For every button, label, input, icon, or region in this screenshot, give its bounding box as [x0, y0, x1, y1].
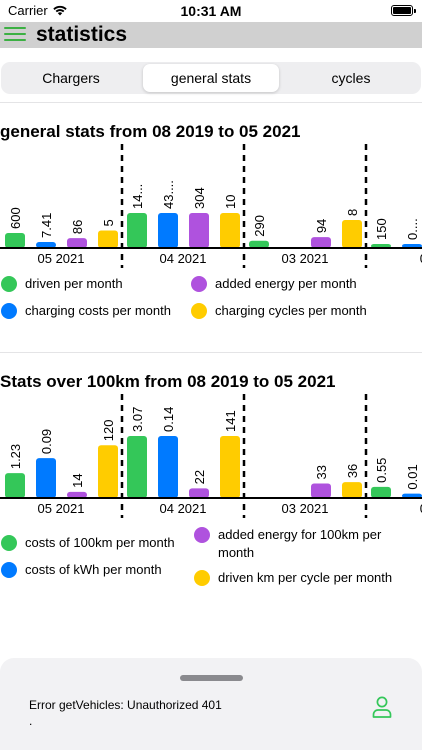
chart-bar [249, 240, 269, 248]
tab-chargers[interactable]: Chargers [3, 64, 139, 92]
tab-label: cycles [331, 70, 371, 86]
bar-value-label: 0.14 [161, 407, 176, 432]
legend-label: added energy per month [215, 276, 357, 291]
chart-bar [371, 486, 391, 498]
bar-value-label: 290 [252, 215, 267, 237]
legend-label: charging costs per month [25, 303, 171, 318]
general-stats-chart: 600 7.41 86 5 05 2021 14... 43.... 304 10 04 2021… [0, 144, 422, 270]
chart-bar [98, 445, 118, 498]
page-title: statistics [36, 23, 128, 46]
legend-label: driven km per cycle per month [218, 570, 393, 585]
stats-100km-chart: 1.23 0.09 14 120 05 2021 3.07 0.14 22 141 04 2021… [0, 394, 422, 520]
bar-value-label: 0.55 [374, 458, 389, 483]
bar-value-label: 5 [101, 219, 116, 226]
bar-value-label: 22 [192, 470, 207, 484]
chart-bar [220, 213, 240, 248]
chart-canvas: 1.23 0.09 14 120 05 2021 3.07 0.14 22 141 04 2021… [0, 394, 422, 518]
category-label: 02 [420, 251, 422, 266]
chart-bar [67, 238, 87, 248]
bar-value-label: 0.... [405, 218, 420, 240]
chart-bar [5, 233, 25, 248]
wifi-icon [53, 5, 67, 16]
chart-bar [36, 458, 56, 498]
user-icon[interactable] [372, 696, 392, 718]
tab-general-stats[interactable]: general stats [143, 64, 279, 92]
bar-value-label: 7.41 [39, 213, 54, 238]
section-title-100km-stats: Stats over 100km from 08 2019 to 05 2021 [0, 372, 336, 391]
chart-bar [127, 436, 147, 498]
section-title-general-stats: general stats from 08 2019 to 05 2021 [0, 122, 301, 141]
bar-value-label: 94 [314, 219, 329, 233]
bar-value-label: 10 [223, 195, 238, 209]
bar-value-label: 120 [101, 420, 116, 442]
bar-value-label: 14... [130, 184, 145, 209]
chart-bar [5, 473, 25, 498]
bar-value-label: 1.23 [8, 444, 23, 469]
bar-value-label: 141 [223, 410, 238, 432]
bar-value-label: 14 [70, 473, 85, 487]
legend-dot [194, 570, 210, 586]
chart-bar [98, 230, 118, 248]
bar-value-label: 3.07 [130, 407, 145, 432]
legend-dot [1, 535, 17, 551]
category-label: 02 [420, 501, 422, 516]
category-label: 03 2021 [282, 501, 329, 516]
chart-bar [342, 220, 362, 248]
nav-bar: statistics [0, 22, 422, 48]
chart-bar [220, 436, 240, 498]
bar-value-label: 150 [374, 218, 389, 240]
divider [0, 352, 422, 353]
bar-value-label: 0.09 [39, 429, 54, 454]
legend-dot [1, 562, 17, 578]
bar-value-label: 0.01 [405, 464, 420, 489]
bar-value-label: 86 [70, 220, 85, 234]
bar-value-label: 43.... [161, 180, 176, 209]
clock: 10:31 AM [180, 3, 242, 19]
legend-dot [1, 276, 17, 292]
legend-dot [1, 303, 17, 319]
carrier-label: Carrier [8, 3, 48, 18]
category-label: 05 2021 [38, 251, 85, 266]
status-bar: Carrier 10:31 AM [0, 0, 422, 22]
chart-bar [158, 436, 178, 498]
legend-label: charging cycles per month [215, 303, 367, 318]
legend-label: costs of 100km per month [25, 535, 175, 550]
legend-dot [191, 303, 207, 319]
legend-label: driven per month [25, 276, 123, 291]
category-label: 05 2021 [38, 501, 85, 516]
chart-bar [127, 213, 147, 248]
chart-bar [158, 213, 178, 248]
segmented-control: Chargers general stats cycles [1, 62, 421, 94]
error-message: Error getVehicles: Unauthorized 401 . [29, 698, 222, 728]
chart-bar [311, 483, 331, 498]
chart-bar [402, 493, 422, 498]
chart-bar [67, 491, 87, 498]
chart-bar [189, 213, 209, 248]
legend-label: costs of kWh per month [25, 562, 162, 577]
divider [0, 102, 422, 103]
chart-bar [311, 237, 331, 248]
bar-value-label: 600 [8, 207, 23, 229]
hamburger-menu-icon[interactable] [4, 26, 26, 44]
bottom-sheet[interactable]: Error getVehicles: Unauthorized 401 . [0, 658, 422, 750]
tab-cycles[interactable]: cycles [283, 64, 419, 92]
bar-value-label: 36 [345, 464, 360, 478]
chart-bar [189, 488, 209, 498]
bar-value-label: 33 [314, 465, 329, 479]
sheet-grabber[interactable] [180, 675, 243, 681]
chart-canvas: 600 7.41 86 5 05 2021 14... 43.... 304 10 04 2021… [0, 144, 422, 268]
bar-value-label: 8 [345, 209, 360, 216]
category-label: 03 2021 [282, 251, 329, 266]
legend-dot [191, 276, 207, 292]
legend-dot [194, 527, 210, 543]
category-label: 04 2021 [160, 251, 207, 266]
bar-value-label: 304 [192, 187, 207, 209]
legend-label: added energy for 100km per month [218, 527, 382, 560]
chart-bar [342, 482, 362, 498]
tab-label: general stats [170, 70, 252, 86]
battery-icon [391, 5, 416, 16]
category-label: 04 2021 [160, 501, 207, 516]
chart-bar [36, 241, 56, 248]
tab-label: Chargers [42, 70, 100, 86]
